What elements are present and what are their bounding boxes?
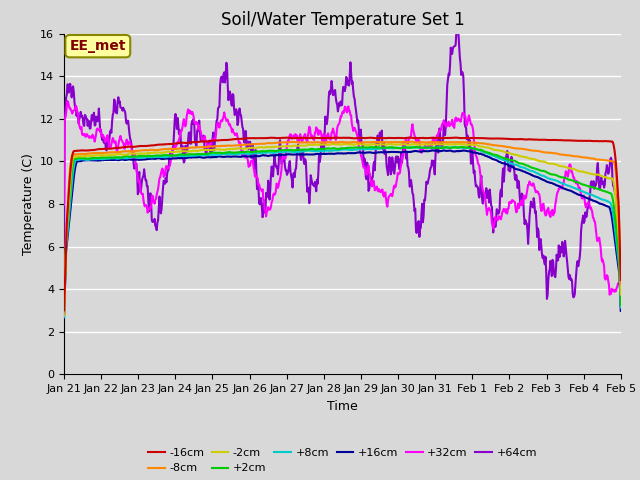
Title: Soil/Water Temperature Set 1: Soil/Water Temperature Set 1 xyxy=(221,11,464,29)
Legend: -16cm, -8cm, -2cm, +2cm, +8cm, +16cm, +32cm, +64cm: -16cm, -8cm, -2cm, +2cm, +8cm, +16cm, +3… xyxy=(143,444,541,478)
Text: EE_met: EE_met xyxy=(70,39,126,53)
Y-axis label: Temperature (C): Temperature (C) xyxy=(22,153,35,255)
X-axis label: Time: Time xyxy=(327,400,358,413)
